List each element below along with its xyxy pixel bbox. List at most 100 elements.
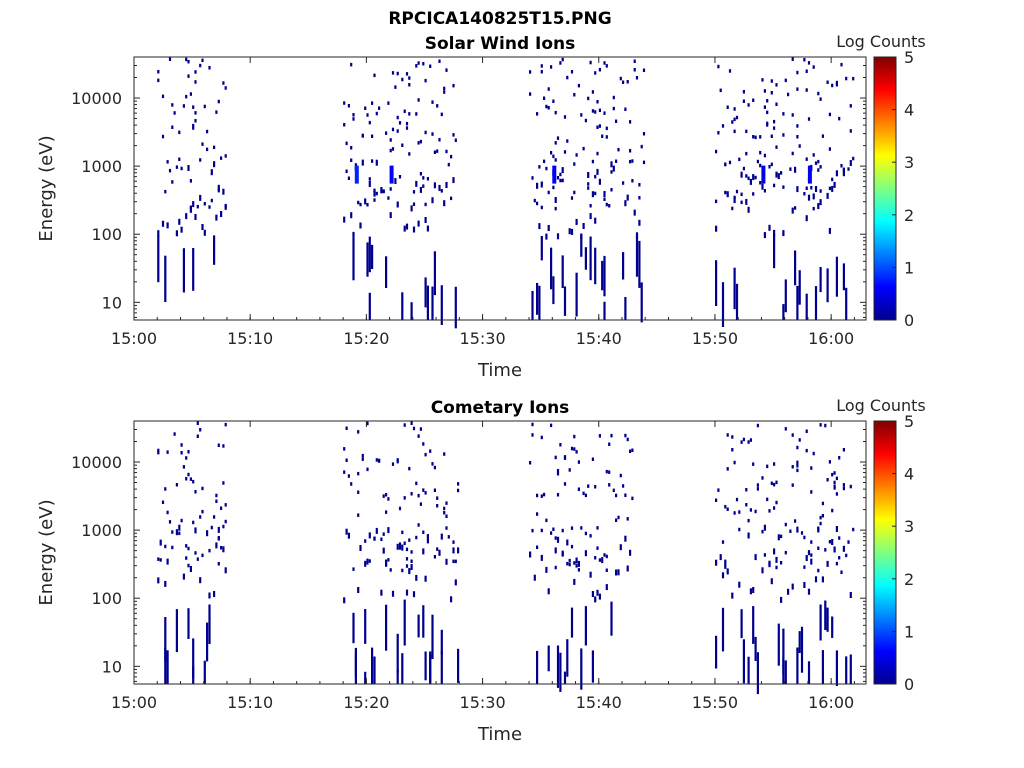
heatmap-cell xyxy=(415,481,418,486)
heatmap-cell xyxy=(805,88,808,92)
heatmap-cell xyxy=(819,423,822,427)
heatmap-cell xyxy=(624,433,627,438)
heatmap-cell xyxy=(208,548,211,553)
heatmap-cell xyxy=(794,250,797,286)
heatmap-cell xyxy=(831,472,834,477)
heatmap-cell xyxy=(366,242,369,277)
heatmap-cell xyxy=(803,192,806,196)
heatmap-cell xyxy=(633,59,636,63)
heatmap-cell xyxy=(566,561,569,566)
heatmap-cell xyxy=(447,162,450,167)
heatmap-cell xyxy=(424,452,427,457)
heatmap-cell xyxy=(615,518,618,522)
heatmap-cell xyxy=(531,433,534,437)
heatmap-cell xyxy=(624,297,627,320)
heatmap-cell xyxy=(175,165,178,169)
colorbar-tick-label: 2 xyxy=(904,570,914,589)
heatmap-cell xyxy=(831,83,834,88)
heatmap-cell xyxy=(164,487,167,491)
heatmap-cell xyxy=(563,286,567,316)
heatmap-cell xyxy=(440,650,443,684)
heatmap-cell xyxy=(810,186,813,190)
heatmap-cell xyxy=(387,558,390,562)
heatmap-cell xyxy=(410,205,413,212)
heatmap-cell xyxy=(401,530,404,535)
heatmap-cell xyxy=(550,65,553,69)
heatmap-cell xyxy=(742,437,745,442)
heatmap-cell xyxy=(538,285,541,320)
heatmap-cell xyxy=(352,612,355,644)
heatmap-cell xyxy=(194,527,197,534)
heatmap-cell xyxy=(373,188,376,193)
heatmap-cell xyxy=(738,581,741,588)
heatmap-cell xyxy=(422,605,425,638)
x-axis-label: Time xyxy=(477,724,522,745)
colorbar xyxy=(873,56,897,321)
heatmap-cell xyxy=(635,76,639,80)
heatmap-cell xyxy=(203,660,206,684)
heatmap-cell xyxy=(536,512,539,516)
heatmap-cell xyxy=(784,78,787,83)
heatmap-cell xyxy=(594,217,597,224)
heatmap-cell xyxy=(450,196,453,201)
heatmap-cell xyxy=(192,479,195,484)
heatmap-cell xyxy=(573,162,576,166)
heatmap-cell xyxy=(817,203,820,210)
heatmap-cell xyxy=(380,187,383,191)
heatmap-cell xyxy=(824,423,827,428)
heatmap-cell xyxy=(608,204,611,208)
heatmap-cell-notable xyxy=(807,165,812,184)
colorbar-tick-label: 3 xyxy=(904,153,914,172)
heatmap-cell xyxy=(626,80,629,84)
heatmap-cell xyxy=(610,170,613,174)
heatmap-cell xyxy=(357,587,360,593)
heatmap-cell xyxy=(598,68,601,72)
heatmap-cell xyxy=(582,223,585,229)
heatmap-cell xyxy=(773,506,776,510)
heatmap-cell xyxy=(589,213,592,220)
heatmap-cell xyxy=(387,527,390,534)
heatmap-cell xyxy=(747,532,750,539)
heatmap-cell xyxy=(540,554,543,561)
heatmap-cell xyxy=(431,132,434,136)
heatmap-cell xyxy=(631,159,634,163)
heatmap-cell xyxy=(343,101,346,105)
heatmap-cell xyxy=(782,230,785,237)
heatmap-cell xyxy=(343,597,346,604)
heatmap-cell xyxy=(182,465,185,469)
heatmap-cell xyxy=(570,196,574,200)
heatmap-cell xyxy=(352,567,355,571)
heatmap-cell xyxy=(443,452,446,456)
heatmap-cell xyxy=(817,568,820,573)
heatmap-cell xyxy=(835,83,838,87)
heatmap-cell xyxy=(775,102,778,106)
heatmap-cell xyxy=(835,256,838,297)
heatmap-cell xyxy=(554,141,557,145)
heatmap-cell xyxy=(405,564,409,568)
heatmap-cell xyxy=(417,61,420,65)
heatmap-cell xyxy=(547,190,550,195)
heatmap-cell xyxy=(199,577,202,584)
heatmap-cell xyxy=(391,590,395,597)
heatmap-cell xyxy=(438,549,441,556)
heatmap-cell xyxy=(780,534,783,539)
heatmap-cell xyxy=(436,104,439,108)
heatmap-cell xyxy=(601,557,604,564)
heatmap-cell xyxy=(373,536,376,540)
heatmap-cell xyxy=(626,565,629,572)
heatmap-cell xyxy=(180,226,183,233)
heatmap-cell xyxy=(529,461,532,465)
heatmap-cell xyxy=(796,468,799,473)
heatmap-cell xyxy=(831,616,834,638)
heatmap-cell xyxy=(380,189,383,194)
heatmap-cell xyxy=(417,434,420,438)
heatmap-cell xyxy=(389,568,392,572)
heatmap-cell xyxy=(819,189,822,193)
x-tick-label: 15:10 xyxy=(227,693,273,712)
heatmap-cell xyxy=(603,301,606,320)
heatmap-cell xyxy=(554,158,557,162)
heatmap-cell xyxy=(575,450,578,454)
heatmap-cell xyxy=(626,194,629,201)
heatmap-cell xyxy=(556,233,560,240)
